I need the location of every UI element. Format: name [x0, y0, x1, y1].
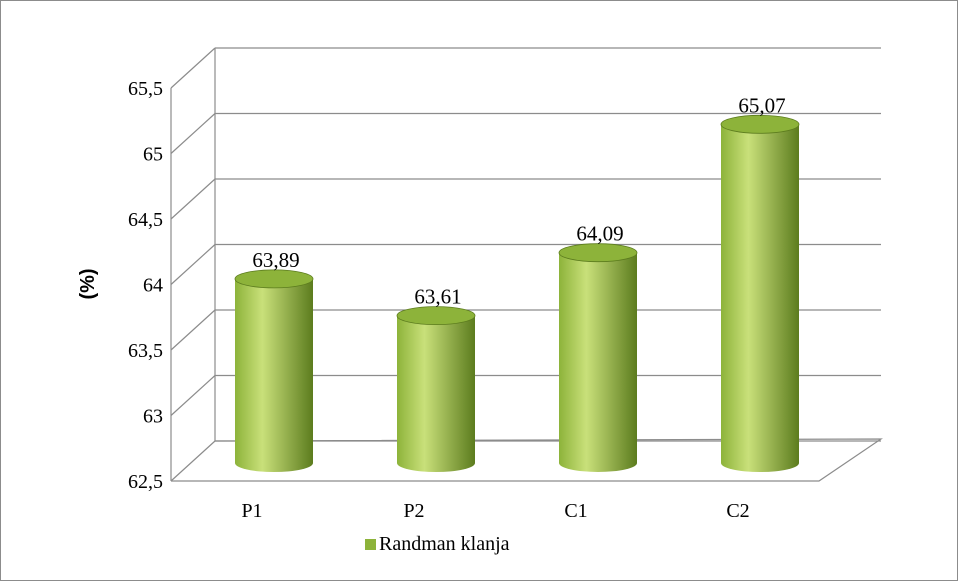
y-tick-label: 63,5 [128, 340, 163, 362]
gridline-diagonal [170, 375, 216, 416]
bar-body [559, 252, 637, 472]
bar-top [720, 114, 800, 134]
gridline-diagonal [170, 309, 216, 351]
legend: Randman klanja [365, 533, 510, 555]
floor-outline [171, 438, 883, 482]
y-tick-label: 65 [143, 144, 163, 166]
bar-body [235, 278, 313, 472]
x-tick-label: P2 [403, 500, 424, 522]
legend-swatch [365, 539, 376, 550]
data-label: 64,09 [576, 222, 623, 246]
x-tick-label: C1 [564, 500, 587, 522]
x-tick-label: C2 [726, 500, 749, 522]
y-tick-label: 65,5 [128, 78, 163, 100]
x-tick-label: P1 [241, 500, 262, 522]
y-axis-title: (%) [77, 268, 99, 299]
axes: 62,5 63 63,5 64 64,5 65 65,5 P1 P2 C1 C2 [128, 78, 883, 522]
data-label: 63,89 [252, 248, 299, 272]
bars [234, 114, 800, 472]
bar-top [234, 269, 314, 289]
y-tick-label: 62,5 [128, 471, 163, 493]
gridline-diagonal [170, 244, 216, 285]
bar-top [396, 306, 476, 325]
bar-top [558, 243, 638, 263]
gridline-diagonal [170, 178, 216, 220]
bar [396, 306, 476, 472]
y-tick-label: 64,5 [128, 209, 163, 231]
data-label: 63,61 [414, 285, 461, 309]
legend-label: Randman klanja [379, 533, 510, 555]
bar-body [721, 124, 799, 472]
y-tick-label: 64 [143, 275, 163, 297]
bar-body [397, 315, 475, 472]
bar [558, 243, 638, 472]
bar [234, 269, 314, 472]
data-labels: 63,89 63,61 64,09 65,07 [252, 93, 785, 308]
gridline-diagonal [170, 113, 216, 154]
gridline-diagonal [170, 440, 216, 482]
gridline-diagonal [170, 47, 216, 89]
y-tick-label: 63 [143, 406, 163, 428]
bar [720, 114, 800, 472]
data-label: 65,07 [738, 93, 785, 117]
